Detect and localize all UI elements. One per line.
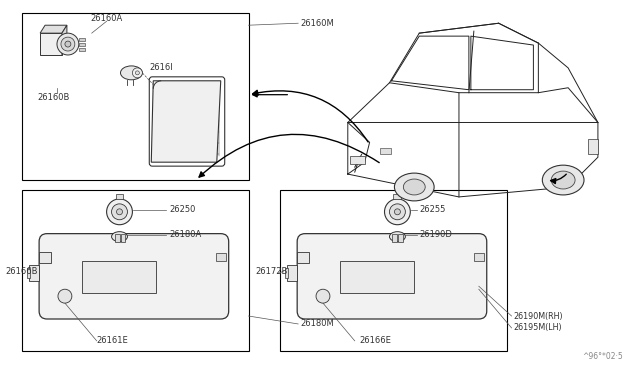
Text: 26161E: 26161E bbox=[97, 336, 129, 345]
Bar bbox=[82, 262, 156, 293]
Bar bbox=[394, 194, 401, 199]
Circle shape bbox=[136, 71, 140, 75]
Text: 26190D: 26190D bbox=[419, 230, 452, 239]
Bar bbox=[285, 268, 288, 278]
Circle shape bbox=[111, 204, 127, 220]
Text: 26172B: 26172B bbox=[255, 267, 288, 276]
Bar bbox=[287, 265, 297, 281]
Bar bbox=[280, 190, 507, 351]
Bar bbox=[474, 253, 484, 262]
Text: 26166B: 26166B bbox=[5, 267, 38, 276]
Bar bbox=[380, 148, 392, 154]
Bar bbox=[116, 194, 124, 199]
Text: 26166E: 26166E bbox=[360, 336, 392, 345]
Bar bbox=[79, 38, 84, 41]
Text: 26190M(RH): 26190M(RH) bbox=[513, 311, 563, 321]
Ellipse shape bbox=[120, 66, 142, 80]
Text: 26180A: 26180A bbox=[169, 230, 202, 239]
Polygon shape bbox=[62, 25, 67, 55]
Circle shape bbox=[61, 37, 75, 51]
Bar bbox=[392, 234, 397, 241]
Bar bbox=[350, 156, 365, 164]
Text: ^96°*02·5: ^96°*02·5 bbox=[582, 352, 623, 361]
Text: 26160B: 26160B bbox=[37, 93, 70, 102]
Circle shape bbox=[132, 68, 142, 78]
Ellipse shape bbox=[111, 232, 127, 241]
Circle shape bbox=[107, 199, 132, 225]
Bar bbox=[79, 48, 84, 51]
Bar bbox=[22, 13, 248, 180]
Ellipse shape bbox=[394, 173, 434, 201]
Text: 26160A: 26160A bbox=[90, 14, 123, 23]
Text: 2616I: 2616I bbox=[149, 63, 173, 73]
Bar bbox=[22, 190, 248, 351]
Bar bbox=[340, 262, 414, 293]
Bar bbox=[216, 253, 226, 262]
Circle shape bbox=[116, 209, 122, 215]
Bar bbox=[29, 265, 39, 281]
Circle shape bbox=[385, 199, 410, 225]
Polygon shape bbox=[40, 25, 67, 33]
Ellipse shape bbox=[542, 165, 584, 195]
Bar bbox=[115, 234, 120, 241]
Bar bbox=[297, 251, 309, 263]
Polygon shape bbox=[40, 33, 62, 55]
Circle shape bbox=[57, 33, 79, 55]
Text: 26250: 26250 bbox=[169, 205, 195, 214]
Text: 26160M: 26160M bbox=[300, 19, 334, 28]
Circle shape bbox=[65, 41, 71, 47]
Bar bbox=[39, 251, 51, 263]
Circle shape bbox=[316, 289, 330, 303]
Ellipse shape bbox=[390, 232, 405, 241]
Circle shape bbox=[58, 289, 72, 303]
Text: 26195M(LH): 26195M(LH) bbox=[513, 323, 562, 333]
Circle shape bbox=[394, 209, 401, 215]
Text: 26255: 26255 bbox=[419, 205, 445, 214]
Circle shape bbox=[390, 204, 405, 220]
Ellipse shape bbox=[551, 171, 575, 189]
Polygon shape bbox=[151, 81, 221, 162]
FancyBboxPatch shape bbox=[39, 234, 228, 319]
Text: 26180M: 26180M bbox=[300, 320, 334, 328]
Bar bbox=[120, 234, 125, 241]
Bar bbox=[79, 42, 84, 45]
Ellipse shape bbox=[403, 179, 425, 195]
FancyBboxPatch shape bbox=[297, 234, 487, 319]
Bar bbox=[588, 140, 598, 154]
Bar bbox=[28, 268, 30, 278]
Bar bbox=[399, 234, 403, 241]
